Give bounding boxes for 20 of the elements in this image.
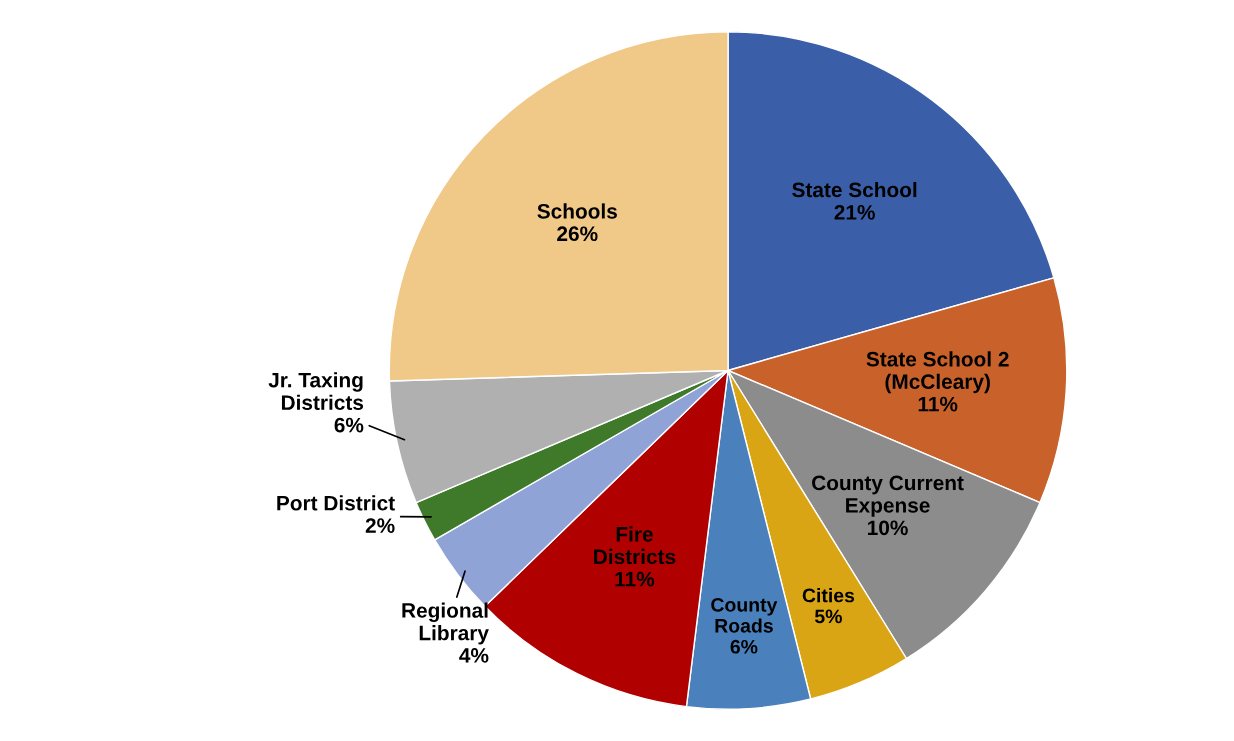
data-label: 2% — [365, 518, 395, 533]
data-label: 10% — [868, 520, 908, 536]
slice-label: State School — [792, 181, 917, 198]
data-label: 11% — [615, 571, 655, 587]
slice-label: County Current Expense — [812, 475, 964, 517]
slice-label: County Roads — [711, 597, 778, 633]
slice-label: Cities — [802, 588, 855, 603]
data-label: 21% — [834, 204, 875, 220]
data-label: 6% — [730, 639, 758, 654]
data-label: 11% — [918, 396, 958, 412]
slice-label: Schools — [537, 203, 617, 219]
data-label: 6% — [334, 417, 364, 433]
data-label: 4% — [459, 648, 489, 663]
slice-label: Fire Districts — [594, 526, 676, 565]
data-label: 5% — [814, 609, 842, 624]
slice-label: Regional Library — [402, 602, 489, 645]
slice-label: Jr. Taxing Districts — [268, 372, 364, 411]
data-label: 26% — [557, 226, 598, 242]
slice-label: Port District — [277, 495, 395, 511]
slice-label: State School 2 (McCleary) — [866, 351, 1009, 394]
